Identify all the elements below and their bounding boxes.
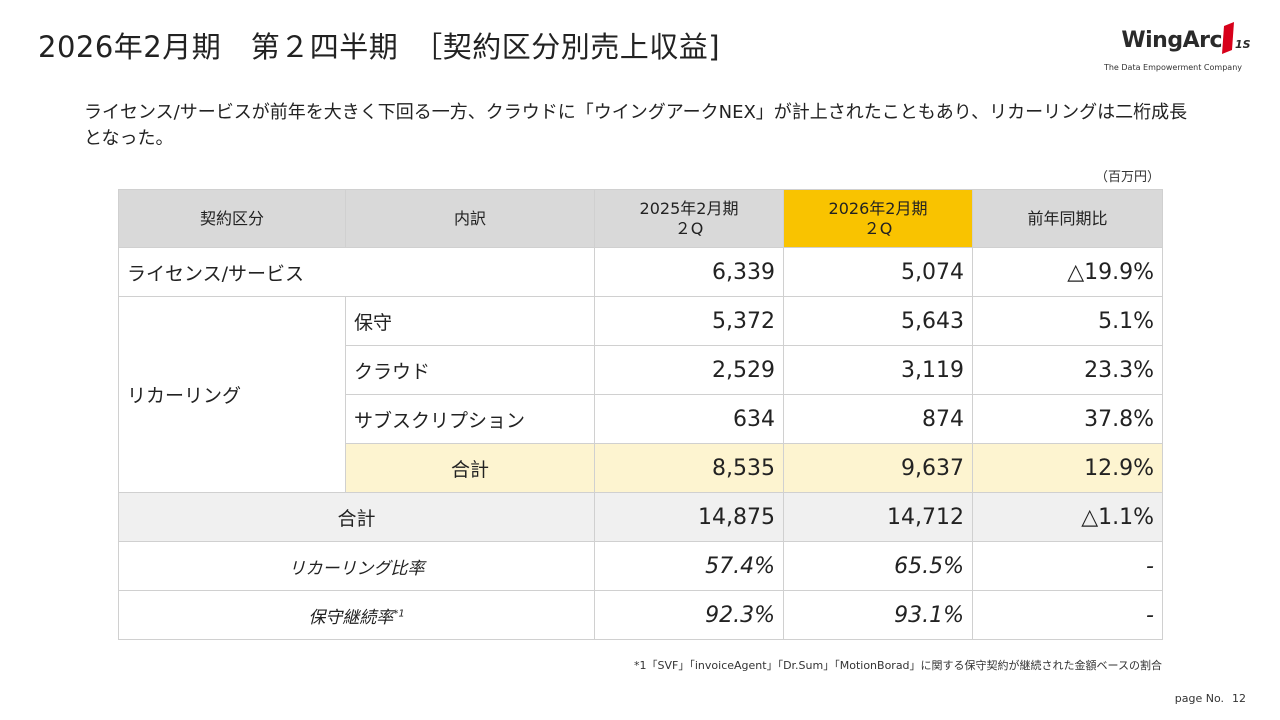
row-cloud: クラウド 2,529 3,119 23.3%	[119, 345, 1163, 395]
total-label: 合計	[118, 492, 595, 542]
recurring-ratio-prev: 57.4%	[594, 541, 784, 591]
total-prev: 14,875	[594, 492, 784, 542]
header-prev-line1: 2025年2月期	[639, 198, 739, 218]
maintenance-renewal-label-cell: 保守継続率*1	[118, 590, 595, 640]
license-cur: 5,074	[783, 247, 973, 297]
row-license: ライセンス/サービス 6,339 5,074 △19.9%	[118, 247, 1163, 297]
maintenance-yoy: 5.1%	[972, 296, 1163, 346]
recurring-subtotal-cur: 9,637	[783, 443, 973, 493]
subscription-cur: 874	[783, 394, 973, 444]
footnote-marker: *1	[393, 607, 405, 619]
license-prev: 6,339	[594, 247, 784, 297]
recurring-subtotal-prev: 8,535	[594, 443, 784, 493]
maintenance-renewal-cur: 93.1%	[783, 590, 973, 640]
header-cur-line1: 2026年2月期	[828, 198, 928, 218]
logo-mark-text: 1ST	[1235, 38, 1250, 51]
license-label: ライセンス/サービス	[118, 247, 595, 297]
logo-tagline: The Data Empowerment Company	[1103, 63, 1242, 72]
recurring-subtotal-yoy: 12.9%	[972, 443, 1163, 493]
header-cur-period: 2026年2月期 ２Q	[783, 189, 973, 248]
page-number-label: page No.	[1174, 692, 1224, 705]
maintenance-cur: 5,643	[783, 296, 973, 346]
page-number-value: 12	[1232, 692, 1246, 705]
row-grand-total: 合計 14,875 14,712 △1.1%	[118, 492, 1163, 542]
cloud-yoy: 23.3%	[972, 345, 1163, 395]
total-cur: 14,712	[783, 492, 973, 542]
row-maintenance-renewal: 保守継続率*1 92.3% 93.1% -	[118, 590, 1163, 640]
recurring-subtotal-label: 合計	[345, 443, 595, 493]
logo-1st-icon: 1ST	[1222, 22, 1250, 54]
total-yoy: △1.1%	[972, 492, 1163, 542]
license-yoy: △19.9%	[972, 247, 1163, 297]
recurring-ratio-label: リカーリング比率	[118, 541, 595, 591]
page-title: 2026年2月期 第２四半期 ［契約区分別売上収益]	[38, 30, 721, 64]
subscription-label: サブスクリプション	[345, 394, 595, 444]
table-header-row: 契約区分 内訳 2025年2月期 ２Q 2026年2月期 ２Q 前年同期比	[118, 189, 1163, 248]
subscription-prev: 634	[594, 394, 784, 444]
unit-label: （百万円）	[1094, 170, 1160, 185]
header-category: 契約区分	[118, 189, 346, 248]
maintenance-prev: 5,372	[594, 296, 784, 346]
company-logo: WingArc 1ST The Data Empowerment Company	[1104, 20, 1250, 76]
page-number: page No. 12	[1175, 692, 1246, 705]
intro-text: ライセンス/サービスが前年を大きく下回る一方、クラウドに「ウイングアークNEX」…	[84, 102, 1188, 149]
row-recurring-subtotal: 合計 8,535 9,637 12.9%	[119, 443, 1163, 493]
recurring-ratio-cur: 65.5%	[783, 541, 973, 591]
header-breakdown: 内訳	[345, 189, 595, 248]
subscription-yoy: 37.8%	[972, 394, 1163, 444]
recurring-label: リカーリング	[118, 296, 346, 493]
cloud-prev: 2,529	[594, 345, 784, 395]
maintenance-renewal-label: 保守継続率	[308, 607, 394, 628]
maintenance-label: 保守	[345, 296, 595, 346]
header-prev-period: 2025年2月期 ２Q	[594, 189, 784, 248]
header-yoy: 前年同期比	[972, 189, 1163, 248]
cloud-label: クラウド	[345, 345, 595, 395]
revenue-table: 契約区分 内訳 2025年2月期 ２Q 2026年2月期 ２Q 前年同期比 ライ…	[118, 189, 1163, 640]
recurring-ratio-yoy: -	[972, 541, 1163, 591]
header-prev-line2: ２Q	[674, 218, 704, 238]
logo-brand: WingArc	[1121, 28, 1222, 53]
row-recurring-ratio: リカーリング比率 57.4% 65.5% -	[118, 541, 1163, 591]
row-maintenance: リカーリング 保守 5,372 5,643 5.1%	[118, 296, 1163, 493]
maintenance-renewal-prev: 92.3%	[594, 590, 784, 640]
maintenance-renewal-yoy: -	[972, 590, 1163, 640]
header-cur-line2: ２Q	[863, 218, 893, 238]
cloud-cur: 3,119	[783, 345, 973, 395]
footnote: *1「SVF」「invoiceAgent」「Dr.Sum」「MotionBora…	[634, 659, 1162, 672]
